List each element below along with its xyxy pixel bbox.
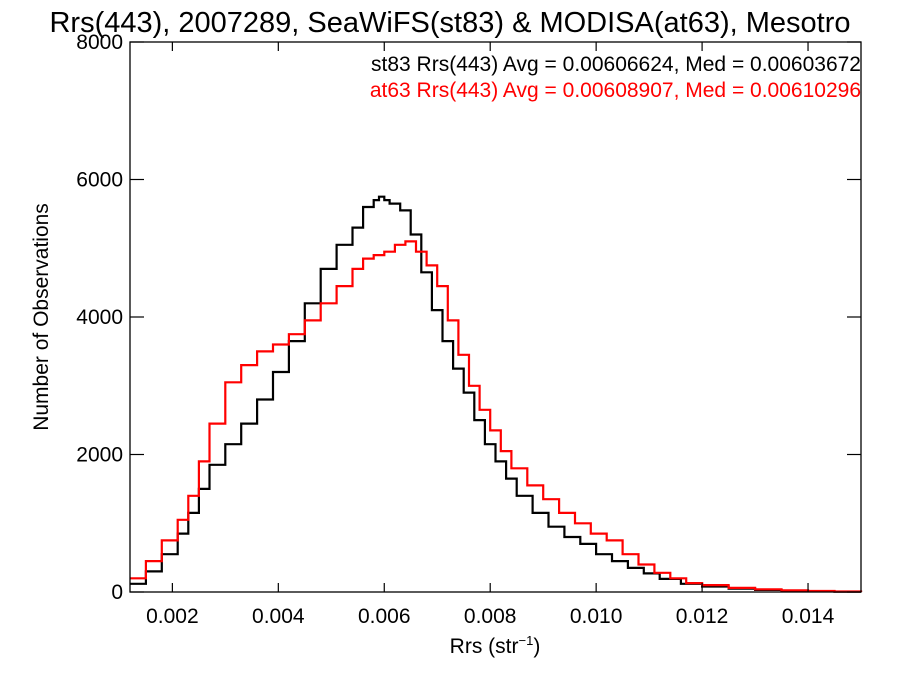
series-line-at63	[130, 240, 863, 593]
x-tick-label: 0.014	[782, 605, 835, 628]
legend: st83 Rrs(443) Avg = 0.00606624, Med = 0.…	[370, 53, 861, 102]
x-tick-label: 0.008	[464, 605, 517, 628]
plot-area	[129, 41, 863, 593]
legend-entry-at63: at63 Rrs(443) Avg = 0.00608907, Med = 0.…	[370, 79, 861, 102]
x-tick-label: 0.004	[252, 605, 305, 628]
chart-title: Rrs(443), 2007289, SeaWiFS(st83) & MODIS…	[49, 7, 850, 39]
legend-entry-st83: st83 Rrs(443) Avg = 0.00606624, Med = 0.…	[371, 53, 861, 76]
y-tick-label: 4000	[76, 306, 123, 329]
x-tick-label: 0.002	[146, 605, 199, 628]
x-axis-label-main: Rrs (str	[450, 635, 519, 658]
series-layer	[130, 195, 863, 593]
x-tick-label: 0.006	[358, 605, 411, 628]
series-line-st83	[130, 195, 863, 593]
y-axis-label: Number of Observations	[30, 203, 53, 431]
y-tick-label: 2000	[76, 444, 123, 467]
x-axis-label: Rrs (str−1)	[450, 633, 541, 658]
x-tick-label: 0.012	[676, 605, 729, 628]
y-tick-label: 8000	[76, 31, 123, 54]
x-axis-label-close: )	[533, 635, 540, 658]
x-axis-label-exponent: −1	[519, 633, 534, 648]
y-axis: 0 2000 4000 6000 8000	[76, 31, 861, 604]
x-tick-label: 0.010	[570, 605, 623, 628]
y-tick-label: 6000	[76, 169, 123, 192]
plot-frame	[129, 41, 862, 593]
x-axis: 0.002 0.004 0.006 0.008 0.010 0.012 0.014	[146, 42, 835, 628]
y-tick-label: 0	[111, 581, 123, 604]
